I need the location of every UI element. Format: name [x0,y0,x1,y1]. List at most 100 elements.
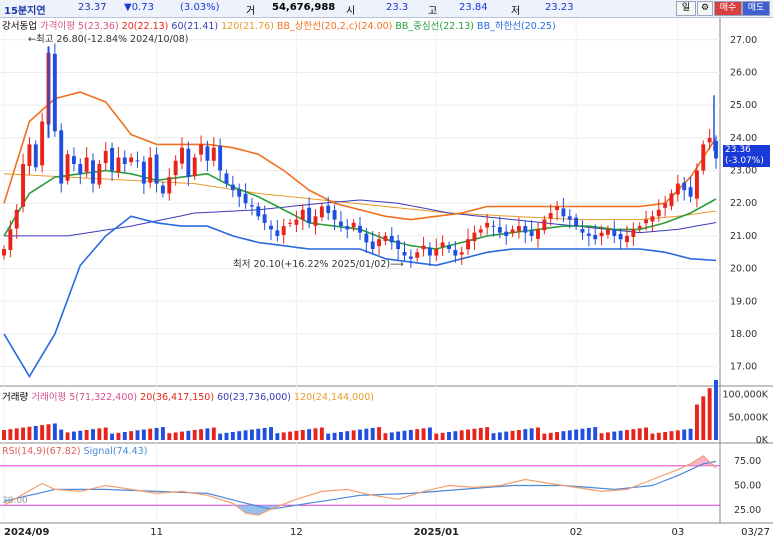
volume-bar [154,427,159,440]
candle-body [631,229,636,237]
volume-bar [663,432,668,440]
volume-bar [612,431,617,440]
volume-bar [91,429,95,440]
candle-body [593,234,598,240]
volume-legend-ma60: 60(23,736,000) [217,392,291,403]
volume-bar [447,432,451,440]
volume-bar [46,424,51,440]
candle-body [396,240,401,249]
volume-bar [2,430,6,440]
candle-body [122,157,127,165]
volume-bar [377,427,382,440]
volume-bar [586,427,591,440]
volume-bar [516,429,521,440]
volume-bar [40,425,45,440]
volume-bar [389,432,394,440]
volume-bar [701,396,706,440]
candle-body [408,256,413,259]
candle-body [574,217,579,227]
volume-bar [434,433,439,440]
volume-bar [8,429,13,440]
volume-tick-label: 50,000K [729,412,769,423]
current-price: 23.37 [78,2,107,13]
rsi-tick-label: 50.00 [734,480,761,491]
volume-bar [370,427,375,440]
volume-bar [249,429,254,440]
volume-bar [237,431,242,440]
candle-body [669,193,674,207]
low-value: 23.23 [545,2,574,13]
candle-body [434,248,439,256]
candle-body [567,216,572,220]
volume-bar [224,432,229,440]
volume-bar [288,431,293,440]
candle-body [675,183,680,195]
time-end-label: 03/27 [741,527,770,538]
rsi-tick-label: 25.00 [734,505,761,516]
candle-body [27,144,32,166]
rsi-legend: RSI(14,9)(67.82) Signal(74.43) [2,446,147,457]
volume-bar [211,427,216,440]
low-label: 저 [511,6,521,17]
volume-bar [567,430,572,440]
price-tick-label: 21.00 [730,231,757,242]
time-tick-label: 12 [290,527,303,538]
volume-bar [561,431,566,440]
candle-body [243,193,248,204]
volume-bar [71,431,76,440]
candle-body [33,144,38,168]
price-change: ▼0.73 [124,2,154,13]
candle-body [516,226,521,232]
candle-body [383,235,388,242]
candle-body [211,147,216,161]
candle-body [256,206,261,217]
volume-legend-ma120: 120(24,144,000) [294,392,374,403]
timeframe-label[interactable]: 15분지연 [4,6,46,17]
candle-body [129,157,134,163]
price-tick-label: 18.00 [730,329,757,340]
volume-bar [160,427,165,440]
bb-lower-line [3,215,717,379]
volume-bar [135,430,140,440]
candle-body [542,219,547,231]
gear-icon[interactable]: ⚙ [697,1,713,16]
candle-body [345,226,350,230]
candle-body [625,235,629,243]
price-tag: 23.36 (-3.07%) [723,145,770,167]
candle-body [52,53,57,132]
sell-button[interactable]: 매도 [742,1,770,16]
candle-body [319,206,324,218]
volume-bar [669,431,674,440]
quote-header: 15분지연 23.37 ▼0.73 (3.03%) 거 54,676,988 시… [0,0,773,18]
volume-bar [675,430,680,440]
volume-bar [21,427,26,440]
volume-bar [542,433,547,440]
volume-bar [110,433,115,440]
candle-body [103,150,108,164]
candle-body [8,229,13,250]
candle-body [612,229,617,236]
buy-button[interactable]: 매수 [714,1,742,16]
candle-body [2,248,6,256]
candle-body [135,160,140,162]
candle-body [714,140,718,159]
stock-chart[interactable]: 27.00 26.00 25.00 24.00 23.00 22.00 21.00 20.00… [0,18,773,538]
signal-line [3,460,717,510]
volume-bar [338,432,343,440]
volume-bar [300,429,305,440]
candle-body [580,229,585,233]
volume-bar [574,429,579,440]
period-button[interactable]: 일 [676,1,696,16]
volume-bar [478,427,483,440]
volume-bar [523,429,528,440]
candle-body [586,233,591,236]
candle-body [199,144,204,155]
legend-ma20: 20(22.13) [121,21,169,32]
volume-bar [402,430,407,440]
candle-body [110,147,115,171]
candle-body [78,164,83,174]
volume-legend-ma5: 5(71,322,400) [69,392,138,403]
volume-bar [396,431,401,440]
volume-bar [682,429,687,440]
candle-body [154,154,159,184]
